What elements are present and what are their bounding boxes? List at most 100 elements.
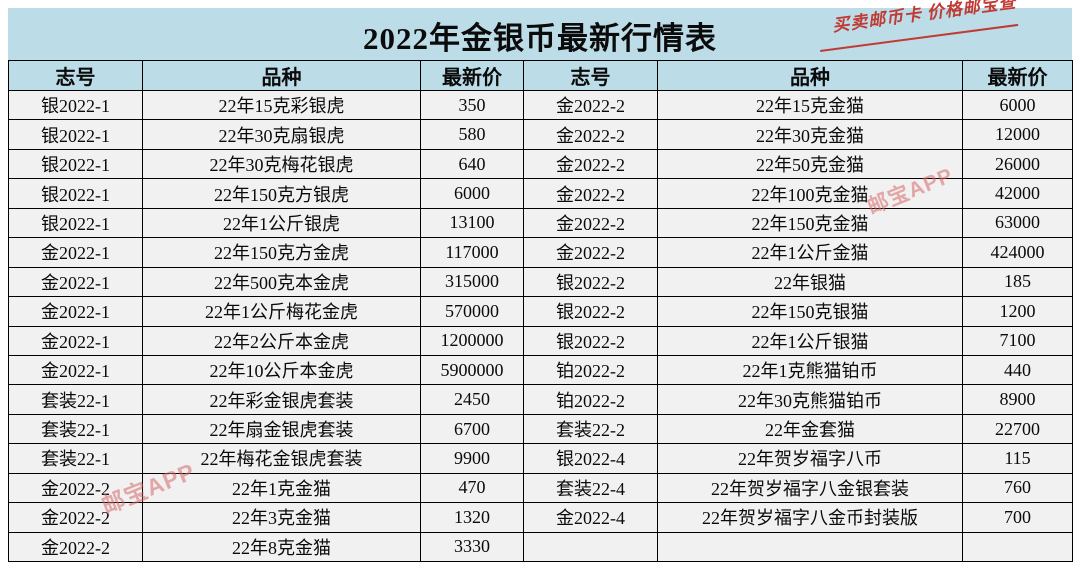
catalog-cell: 金2022-1 [8,237,143,268]
column-header-price: 最新价 [420,60,524,91]
price-cell: 350 [420,89,524,121]
catalog-cell: 银2022-2 [523,325,658,356]
catalog-cell: 银2022-2 [523,266,658,298]
table-row: 金2022-1 22年1公斤梅花金虎 570000 银2022-2 22年150克银猫 1… [8,296,1073,327]
catalog-cell: 金2022-2 [523,237,658,268]
price-cell: 1200 [962,296,1073,327]
catalog-cell: 银2022-1 [8,89,143,121]
column-header-catalog: 志号 [8,60,143,91]
table-row: 套装22-1 22年梅花金银虎套装 9900 银2022-4 22年贺岁福字八币 115 [8,443,1073,474]
catalog-cell: 银2022-1 [8,119,143,150]
variety-cell: 22年贺岁福字八金银套装 [657,472,963,504]
table-row: 银2022-1 22年150克方银虎 6000 金2022-2 22年100克金猫 420… [8,178,1073,209]
price-cell: 470 [420,472,524,504]
variety-cell: 22年50克金猫 [657,148,963,180]
catalog-cell: 银2022-4 [523,443,658,474]
price-cell: 1200000 [420,325,524,356]
price-cell: 2450 [420,384,524,415]
price-cell: 760 [962,472,1073,504]
variety-cell: 22年梅花金银虎套装 [142,443,421,474]
price-cell: 640 [420,148,524,180]
catalog-cell: 套装22-1 [8,384,143,415]
variety-cell: 22年1公斤银猫 [657,325,963,356]
column-header-catalog: 志号 [523,60,658,91]
variety-cell: 22年彩金银虎套装 [142,384,421,415]
catalog-cell: 金2022-2 [523,148,658,180]
catalog-cell: 金2022-2 [523,207,658,239]
price-cell: 9900 [420,443,524,474]
variety-cell: 22年150克银猫 [657,296,963,327]
price-cell: 12000 [962,119,1073,150]
page-title: 2022年金银币最新行情表 [363,21,717,56]
variety-cell: 22年15克金猫 [657,89,963,121]
price-cell: 580 [420,119,524,150]
variety-cell: 22年500克本金虎 [142,266,421,298]
price-cell: 6000 [420,178,524,209]
price-cell: 13100 [420,207,524,239]
variety-cell: 22年2公斤本金虎 [142,325,421,356]
catalog-cell: 银2022-1 [8,148,143,180]
price-cell: 22700 [962,413,1073,445]
variety-cell: 22年30克扇银虎 [142,119,421,150]
table-row: 金2022-1 22年500克本金虎 315000 银2022-2 22年银猫 185 [8,266,1073,298]
catalog-cell: 铂2022-2 [523,384,658,415]
price-cell: 115 [962,443,1073,474]
table-row: 金2022-2 22年8克金猫 3330 [8,531,1073,563]
price-cell: 570000 [420,296,524,327]
table-row: 金2022-2 22年1克金猫 470 套装22-4 22年贺岁福字八金银套装 760 [8,472,1073,504]
catalog-cell: 银2022-1 [8,178,143,209]
catalog-cell: 金2022-1 [8,296,143,327]
variety-cell: 22年3克金猫 [142,502,421,533]
catalog-cell [523,531,658,563]
price-cell: 440 [962,354,1073,386]
variety-cell: 22年30克金猫 [657,119,963,150]
catalog-cell: 套装22-4 [523,472,658,504]
variety-cell: 22年1公斤银虎 [142,207,421,239]
table-row: 银2022-1 22年15克彩银虎 350 金2022-2 22年15克金猫 6000 [8,89,1073,121]
catalog-cell: 金2022-2 [523,178,658,209]
variety-cell: 22年贺岁福字八币 [657,443,963,474]
variety-cell: 22年30克梅花银虎 [142,148,421,180]
catalog-cell: 金2022-2 [8,531,143,563]
table-row: 金2022-2 22年3克金猫 1320 金2022-4 22年贺岁福字八金币封装版 70… [8,502,1073,533]
variety-cell [657,531,963,563]
variety-cell: 22年10公斤本金虎 [142,354,421,386]
price-table: 志号 品种 最新价 志号 品种 最新价 银2022-1 22年15克彩银虎 350 金2022-… [8,60,1073,563]
price-cell: 7100 [962,325,1073,356]
catalog-cell: 套装22-1 [8,413,143,445]
variety-cell: 22年贺岁福字八金币封装版 [657,502,963,533]
variety-cell: 22年8克金猫 [142,531,421,563]
price-table-wrap: 志号 品种 最新价 志号 品种 最新价 银2022-1 22年15克彩银虎 350 金2022-… [8,60,1073,563]
catalog-cell: 银2022-1 [8,207,143,239]
variety-cell: 22年150克金猫 [657,207,963,239]
price-cell: 3330 [420,531,524,563]
catalog-cell: 银2022-2 [523,296,658,327]
table-row: 银2022-1 22年30克梅花银虎 640 金2022-2 22年50克金猫 26000 [8,148,1073,180]
variety-cell: 22年1克熊猫铂币 [657,354,963,386]
price-cell: 700 [962,502,1073,533]
price-cell: 424000 [962,237,1073,268]
price-cell: 5900000 [420,354,524,386]
catalog-cell: 金2022-2 [523,119,658,150]
price-cell: 63000 [962,207,1073,239]
variety-cell: 22年1公斤金猫 [657,237,963,268]
column-header-variety: 品种 [657,60,963,91]
catalog-cell: 套装22-2 [523,413,658,445]
price-cell: 185 [962,266,1073,298]
table-row: 金2022-1 22年2公斤本金虎 1200000 银2022-2 22年1公斤银猫 71… [8,325,1073,356]
table-row: 套装22-1 22年彩金银虎套装 2450 铂2022-2 22年30克熊猫铂币 8900 [8,384,1073,415]
variety-cell: 22年扇金银虎套装 [142,413,421,445]
variety-cell: 22年150克方银虎 [142,178,421,209]
variety-cell: 22年金套猫 [657,413,963,445]
table-row: 银2022-1 22年1公斤银虎 13100 金2022-2 22年150克金猫 6300… [8,207,1073,239]
price-cell: 26000 [962,148,1073,180]
price-cell: 6000 [962,89,1073,121]
column-header-variety: 品种 [142,60,421,91]
variety-cell: 22年1公斤梅花金虎 [142,296,421,327]
variety-cell: 22年100克金猫 [657,178,963,209]
table-row: 银2022-1 22年30克扇银虎 580 金2022-2 22年30克金猫 12000 [8,119,1073,150]
variety-cell: 22年15克彩银虎 [142,89,421,121]
catalog-cell: 金2022-2 [8,502,143,533]
catalog-cell: 金2022-2 [8,472,143,504]
catalog-cell: 金2022-4 [523,502,658,533]
